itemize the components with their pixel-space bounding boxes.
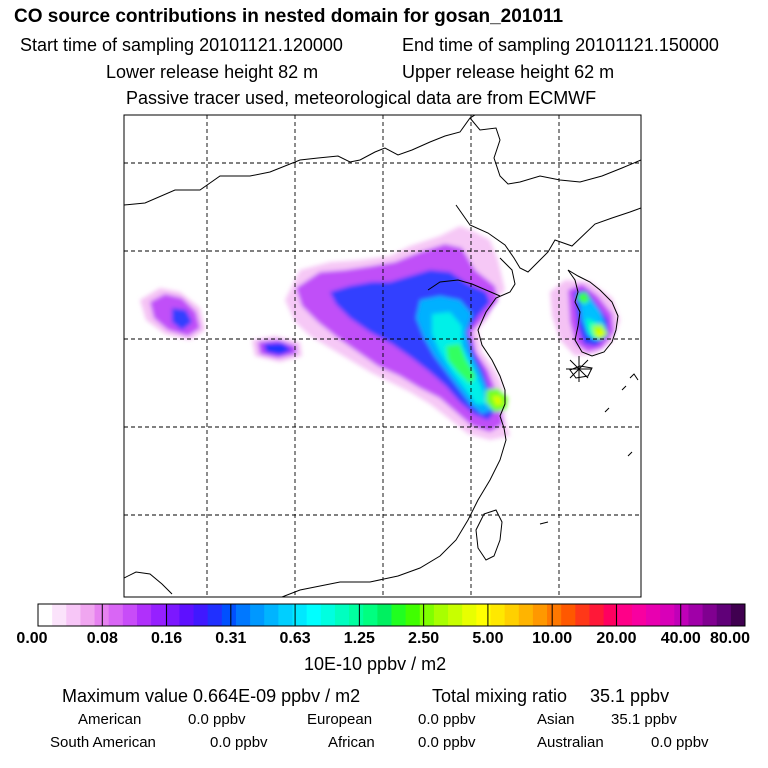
region-name-european: European (307, 711, 373, 728)
colorbar-swatch (561, 604, 576, 626)
region-value-american: 0.0 ppbv (188, 711, 246, 728)
colorbar-swatch (462, 604, 477, 626)
colorbar-swatch (80, 604, 96, 626)
north-korea-border (455, 204, 641, 273)
colorbar-swatch (52, 604, 67, 626)
vietnam-border (124, 571, 173, 595)
colorbar-swatch (575, 604, 590, 626)
colorbar-swatch (235, 604, 251, 626)
latlon-grid (124, 115, 641, 597)
colorbar-swatch (603, 604, 619, 626)
colorbar-units: 10E-10 ppbv / m2 (304, 654, 447, 674)
total-mixing-ratio-label: Total mixing ratio (432, 686, 568, 706)
colorbar-swatch (66, 604, 81, 626)
map-frame (123, 114, 642, 598)
colorbar-swatch (490, 604, 506, 626)
jeju-island (569, 365, 593, 379)
lower-release-height-label: Lower release height 82 m (106, 62, 319, 82)
colorbar-swatch (518, 604, 534, 626)
colorbar-tick-label: 2.50 (408, 630, 440, 647)
colorbar-tick-label: 80.00 (709, 630, 751, 647)
colorbar-swatch (306, 604, 322, 626)
colorbar (37, 603, 746, 627)
colorbar-tick-label: 10.00 (532, 630, 573, 647)
colorbar-swatch (532, 604, 548, 626)
colorbar-swatch (320, 604, 336, 626)
colorbar-swatch (702, 604, 718, 626)
colorbar-swatch (278, 604, 294, 626)
colorbar-swatch (448, 604, 463, 626)
colorbar-swatch (419, 604, 435, 626)
colorbar-swatch (716, 604, 732, 626)
colorbar-swatch (179, 604, 195, 626)
colorbar-swatch (108, 604, 124, 626)
colorbar-swatch (349, 604, 364, 626)
concentration-plume (140, 226, 620, 440)
colorbar-swatch (617, 604, 633, 626)
region-value-european: 0.0 ppbv (418, 711, 476, 728)
region-name-american: American (78, 711, 142, 728)
colorbar-tick-label: 5.00 (472, 630, 504, 647)
colorbar-swatch (688, 604, 704, 626)
region-name-african: African (328, 734, 375, 751)
colorbar-swatch (631, 604, 647, 626)
colorbar-swatch (589, 604, 605, 626)
colorbar-tick-label: 0.00 (16, 630, 48, 647)
colorbar-border (37, 603, 746, 627)
region-value-asian: 35.1 ppbv (611, 711, 677, 728)
start-time-label: Start time of sampling 20101121.120000 (20, 35, 343, 55)
colorbar-swatch (165, 604, 180, 626)
colorbar-swatch (391, 604, 407, 626)
colorbar-swatch (504, 604, 520, 626)
china-coastline (281, 257, 516, 597)
colorbar-swatch (221, 604, 237, 626)
region-value-african: 0.0 ppbv (418, 734, 476, 751)
colorbar-tick-label: 20.00 (596, 630, 637, 647)
colorbar-swatch (674, 604, 689, 626)
colorbar-tick-label: 40.00 (660, 630, 701, 647)
colorbar-swatch (476, 604, 491, 626)
region-name-australian: Australian (537, 734, 604, 751)
colorbar-swatch (334, 604, 350, 626)
end-time-label: End time of sampling 20101121.150000 (402, 35, 719, 55)
colorbar-swatch (292, 604, 308, 626)
colorbar-swatch (547, 604, 562, 626)
korea-peninsula (567, 269, 619, 357)
colorbar-swatch (433, 604, 449, 626)
colorbar-swatch (193, 604, 209, 626)
total-mixing-ratio-value: 35.1 ppbv (590, 686, 670, 706)
colorbar-tick-label: 1.25 (343, 630, 375, 647)
region-name-asian: Asian (537, 711, 575, 728)
colorbar-tick-label: 0.08 (86, 630, 118, 647)
colorbar-swatch (250, 604, 265, 626)
colorbar-swatch (405, 604, 421, 626)
colorbar-swatch (151, 604, 166, 626)
upper-release-height-label: Upper release height 62 m (402, 62, 615, 82)
colorbar-tick-label: 0.16 (150, 630, 183, 647)
taiwan (475, 509, 503, 561)
china-russia-border (469, 117, 641, 185)
receptor-site-marker (566, 356, 592, 382)
region-value-south-american: 0.0 ppbv (210, 734, 268, 751)
colorbar-swatch (207, 604, 223, 626)
tracer-note: Passive tracer used, meteorological data… (126, 88, 597, 108)
colorbar-tick-label: 0.63 (279, 630, 311, 647)
region-name-south-american: South American (50, 734, 156, 751)
small-islands (539, 373, 639, 525)
colorbar-swatch (136, 604, 152, 626)
colorbar-tick-label: 0.31 (215, 630, 247, 647)
bohai-coast (427, 279, 501, 297)
colorbar-swatch (38, 604, 53, 626)
colorbar-swatch (363, 604, 378, 626)
region-value-australian: 0.0 ppbv (651, 734, 709, 751)
colorbar-swatch (377, 604, 392, 626)
colorbar-swatch (122, 604, 138, 626)
colorbar-swatch (646, 604, 661, 626)
maximum-value-label: Maximum value 0.664E-09 ppbv / m2 (62, 686, 361, 706)
colorbar-swatch (660, 604, 675, 626)
colorbar-swatch (730, 604, 746, 626)
colorbar-swatch (264, 604, 279, 626)
map-title: CO source contributions in nested domain… (14, 6, 564, 27)
